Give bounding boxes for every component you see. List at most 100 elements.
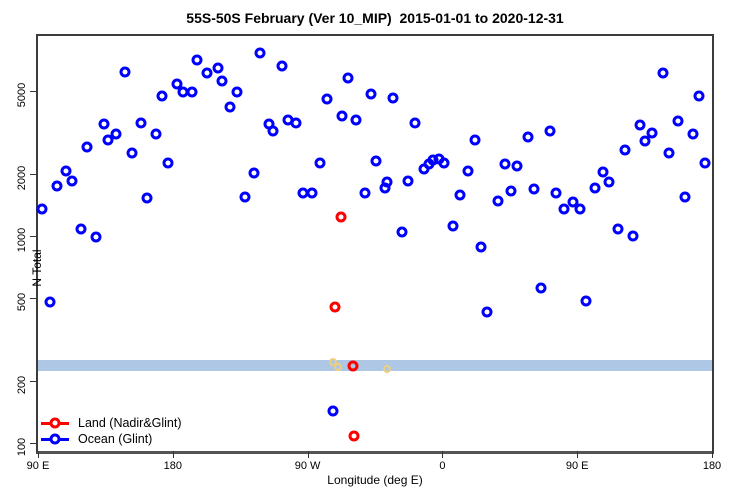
- ocean-point: [150, 128, 162, 140]
- x-axis-title: Longitude (deg E): [327, 473, 423, 487]
- ocean-point: [66, 175, 78, 187]
- x-tick-mark: [712, 451, 713, 458]
- ocean-point: [314, 157, 326, 169]
- ocean-point: [141, 192, 153, 204]
- ocean-point: [350, 114, 362, 126]
- ocean-point: [603, 176, 615, 188]
- ocean-point: [276, 60, 288, 72]
- ocean-point: [396, 226, 408, 238]
- ocean-point: [580, 295, 592, 307]
- ocean-point: [454, 189, 466, 201]
- ocean-point: [306, 187, 318, 199]
- ocean-point: [469, 134, 481, 146]
- y-tick-text: 1000: [16, 227, 28, 253]
- legend: Land (Nadir&Glint) Ocean (Glint): [41, 415, 182, 447]
- y-tick-mark: [30, 380, 36, 382]
- ocean-point: [447, 220, 459, 232]
- x-tick-label: 180: [163, 460, 182, 472]
- plot-area: N Total Land (Nadir&Glint) Ocean (Glint) …: [16, 34, 721, 472]
- ocean-point: [499, 158, 511, 170]
- ocean-point: [639, 135, 651, 147]
- ocean-point: [336, 110, 348, 122]
- y-tick-text: 100: [16, 437, 28, 457]
- ocean-point: [528, 183, 540, 195]
- ocean-point: [679, 191, 691, 203]
- y-tick-text: 200: [16, 375, 28, 394]
- ocean-point: [359, 187, 370, 199]
- chart-title: 55S-50S February (Ver 10_MIP) 2015-01-01…: [186, 10, 564, 26]
- ocean-point: [438, 157, 450, 169]
- y-tick-text: 5000: [16, 83, 28, 108]
- ocean-point: [290, 117, 302, 129]
- ocean-point: [402, 175, 414, 187]
- ocean-point: [201, 67, 213, 79]
- ocean-point: [239, 191, 251, 203]
- ocean-point: [462, 165, 474, 177]
- ocean-point: [693, 90, 705, 102]
- ocean-point: [81, 141, 93, 153]
- legend-label: Land (Nadir&Glint): [78, 416, 182, 430]
- land-point: [329, 301, 341, 313]
- x-tick-mark: [442, 451, 444, 458]
- ocean-point: [171, 78, 183, 90]
- ocean-point: [379, 182, 391, 194]
- ocean-point: [254, 47, 266, 59]
- y-tick-mark: [30, 173, 36, 175]
- land-point: [347, 360, 359, 372]
- ocean-point: [492, 195, 504, 207]
- x-tick-label: 90 E: [565, 460, 589, 472]
- legend-row: Land (Nadir&Glint): [41, 415, 182, 431]
- ocean-point: [387, 92, 399, 104]
- x-tick-label: 180: [702, 460, 722, 472]
- ocean-point: [162, 157, 174, 169]
- ocean-point: [216, 75, 228, 87]
- ocean-point: [687, 128, 699, 140]
- ocean-point: [248, 167, 260, 179]
- land-point: [335, 211, 347, 223]
- ocean-point: [267, 125, 279, 137]
- ocean-point: [119, 66, 131, 78]
- orange-point: [333, 362, 342, 371]
- ocean-point: [224, 101, 236, 113]
- orange-point: [382, 365, 391, 374]
- x-tick-label: 90 W: [294, 460, 321, 472]
- ocean-point: [505, 185, 517, 197]
- ocean-point: [51, 180, 63, 192]
- ocean-point: [612, 223, 624, 235]
- ocean-point: [589, 182, 601, 194]
- ocean-point: [627, 230, 639, 242]
- ocean-point: [156, 90, 168, 102]
- ocean-point: [544, 125, 556, 137]
- land-point: [348, 430, 360, 442]
- ocean-point: [558, 203, 570, 215]
- ocean-point: [212, 62, 224, 74]
- ocean-point: [327, 405, 339, 417]
- ocean-point: [75, 223, 87, 235]
- legend-marker-icon: [41, 431, 69, 447]
- ocean-point: [535, 282, 547, 294]
- legend-row: Ocean (Glint): [41, 431, 182, 447]
- x-tick-label: 90 E: [26, 460, 50, 472]
- ocean-point: [321, 93, 333, 105]
- y-tick-mark: [30, 91, 36, 93]
- ocean-point: [409, 117, 421, 129]
- ocean-point: [699, 157, 710, 169]
- x-tick-label: 0: [439, 460, 446, 472]
- ocean-point: [619, 144, 631, 156]
- y-tick-mark: [30, 443, 36, 444]
- ocean-point: [672, 115, 684, 127]
- x-tick-mark: [38, 451, 39, 458]
- ocean-point: [574, 203, 586, 215]
- ocean-point: [231, 86, 243, 98]
- legend-circle-icon: [49, 433, 61, 445]
- ocean-point: [597, 166, 609, 178]
- y-tick-mark: [30, 298, 36, 300]
- ocean-point: [522, 131, 534, 143]
- ocean-point: [126, 147, 138, 159]
- orange-point: [329, 358, 338, 367]
- ocean-point: [481, 306, 493, 318]
- ocean-point: [634, 119, 646, 131]
- ocean-point: [60, 165, 72, 177]
- ocean-point: [567, 196, 579, 208]
